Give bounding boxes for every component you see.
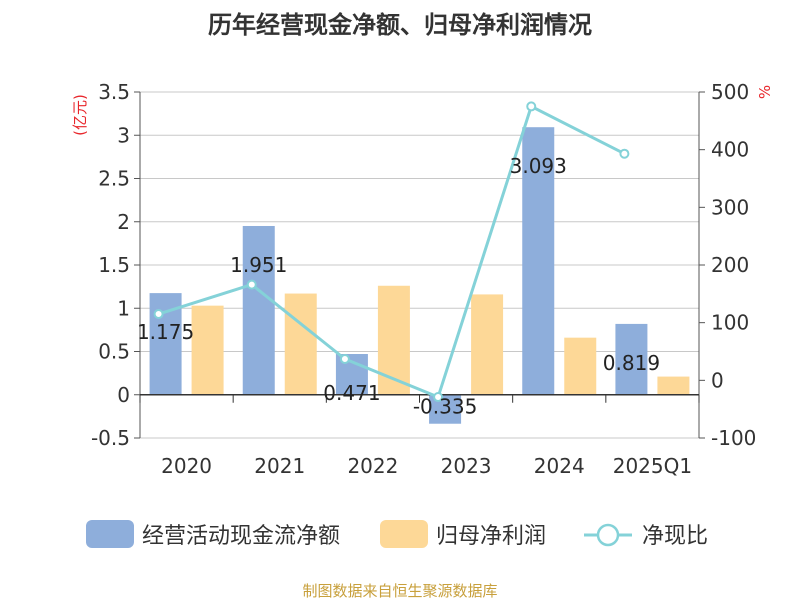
category-label: 2022 [347,454,398,478]
data-label-cashflow: 0.471 [323,381,380,405]
source-note: 制图数据来自恒生聚源数据库 [302,582,497,600]
left-tick-label: 2 [117,210,130,234]
data-label-cashflow: -0.335 [413,395,477,419]
left-tick-label: -0.5 [91,426,130,450]
right-axis-unit: % [756,85,774,99]
right-tick-label: 200 [711,253,749,277]
legend-item-cash-ratio[interactable]: 净现比 [584,523,708,549]
right-tick-label: 100 [711,311,749,335]
bar-net-profit [564,337,597,395]
point-cash-ratio [153,309,164,320]
bar-net-profit [191,305,224,395]
bar-cashflow [242,225,275,395]
legend-swatch-net-profit [380,520,428,548]
legend-swatch-cashflow [86,520,134,548]
point-cash-ratio [246,279,257,290]
left-tick-label: 1.5 [98,253,130,277]
category-label: 2025Q1 [613,454,692,478]
legend-label-cash-ratio: 净现比 [642,524,708,549]
legend-item-cashflow[interactable]: 经营活动现金流净额 [86,520,340,549]
axes: -0.5 0 0.5 1 1.5 2 2.5 3 3.5 -100 0 100 200 300 400 500… [91,80,756,478]
legend-label-net-profit: 归母净利润 [436,524,546,549]
left-tick-label: 1 [117,296,130,320]
left-tick-label: 3 [117,123,130,147]
legend-label-cashflow: 经营活动现金流净额 [142,524,340,549]
bar-net-profit [471,294,504,395]
chart-title: 历年经营现金净额、归母净利润情况 [208,11,592,39]
data-labels: 1.175 1.951 0.471 -0.335 3.093 0.819 [137,154,660,419]
data-label-cashflow: 3.093 [510,154,567,178]
data-label-cashflow: 1.175 [137,320,194,344]
point-cash-ratio [339,353,350,364]
point-cash-ratio [526,101,537,112]
bar-cashflow [615,323,648,395]
left-tick-label: 0 [117,383,130,407]
legend-item-net-profit[interactable]: 归母净利润 [380,520,546,549]
line-cash-ratio [158,104,626,400]
bar-net-profit [657,376,690,395]
legend-swatch-marker [596,523,620,547]
point-cash-ratio [433,392,444,403]
bar-net-profit [284,293,317,395]
left-axis-unit: (亿元) [71,94,89,136]
bar-marks [149,127,690,424]
bar-cashflow [522,127,555,395]
right-tick-label: 300 [711,195,749,219]
right-tick-label: 0 [711,368,724,392]
point-cash-ratio [619,148,630,159]
left-tick-label: 2.5 [98,167,130,191]
right-tick-label: 500 [711,80,749,104]
data-label-cashflow: 1.951 [230,253,287,277]
bar-cashflow [149,293,182,395]
data-label-cashflow: 0.819 [603,351,660,375]
category-label: 2021 [254,454,305,478]
line-series [153,101,630,403]
gridlines [140,91,699,439]
bar-net-profit [377,285,410,395]
category-label: 2023 [441,454,492,478]
right-tick-label: -100 [711,426,756,450]
left-tick-label: 3.5 [98,80,130,104]
legend: 经营活动现金流净额 归母净利润 净现比 [86,520,708,549]
category-label: 2020 [161,454,212,478]
right-tick-label: 400 [711,138,749,162]
category-label: 2024 [534,454,585,478]
left-tick-label: 0.5 [98,340,130,364]
